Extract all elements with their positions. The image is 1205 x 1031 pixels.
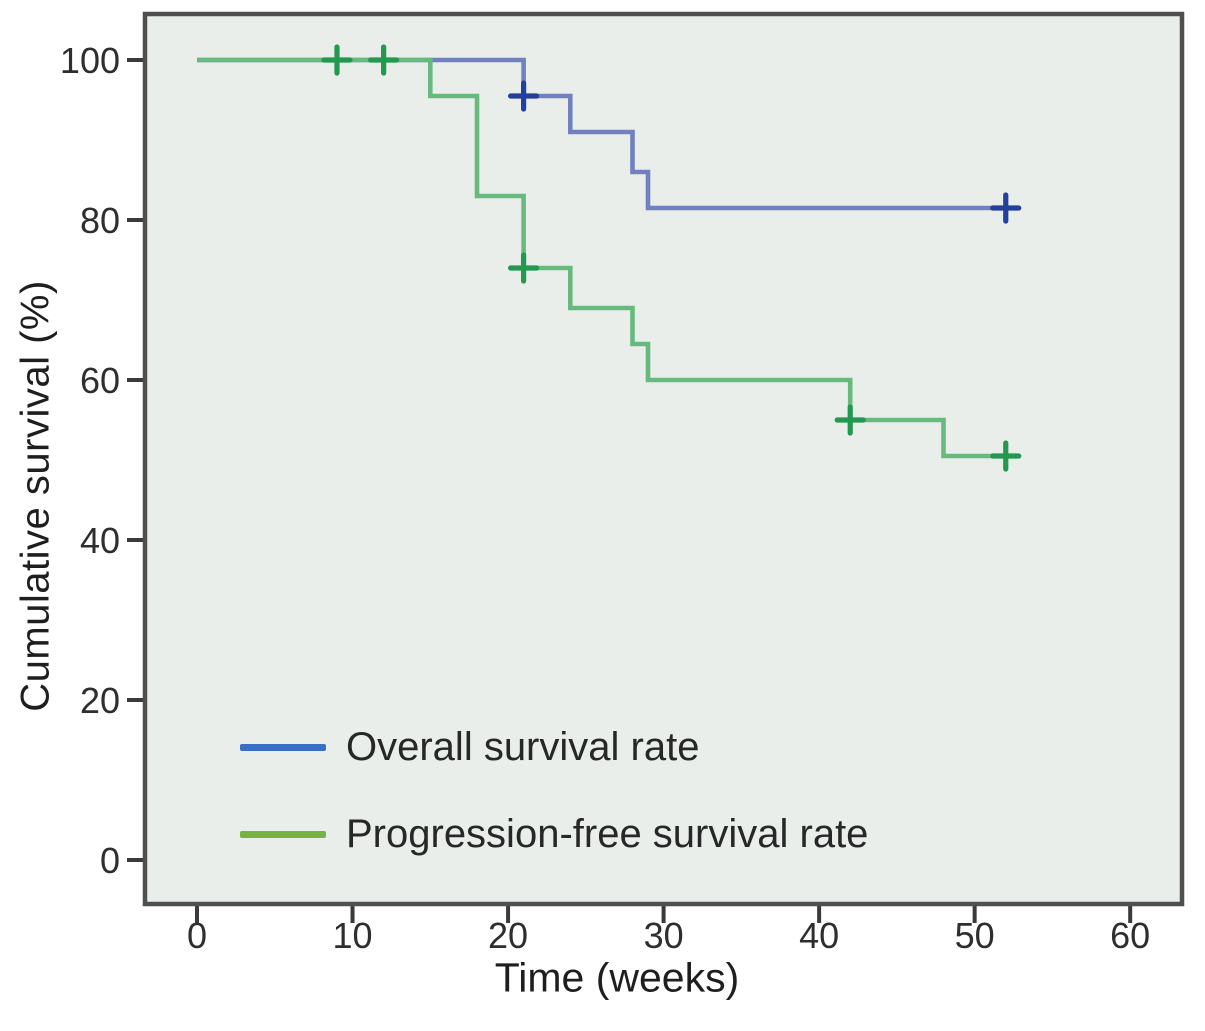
x-tick-label: 50 — [955, 915, 995, 956]
overall-survival-censor-mark — [508, 80, 540, 112]
progression-free-survival-censor-mark — [990, 440, 1022, 472]
y-tick-label: 20 — [80, 680, 120, 721]
legend: Overall survival rate Progression-free s… — [240, 724, 868, 857]
y-tick-label: 60 — [80, 360, 120, 401]
legend-line-progression-free-survival-icon — [240, 830, 326, 838]
legend-line-overall-survival-icon — [240, 743, 326, 751]
x-tick-label: 10 — [333, 915, 373, 956]
y-tick-label: 40 — [80, 520, 120, 561]
overall-survival-curve — [197, 57, 1017, 211]
progression-free-survival-censor-mark — [508, 252, 540, 284]
progression-free-survival-censor-mark — [368, 44, 400, 76]
x-tick-label: 40 — [799, 915, 839, 956]
x-tick-label: 20 — [488, 915, 528, 956]
y-tick-label: 100 — [60, 40, 120, 81]
legend-item-progression-free-survival: Progression-free survival rate — [240, 811, 868, 857]
x-tick-label: 30 — [644, 915, 684, 956]
plot-border — [142, 11, 1185, 907]
progression-free-survival-censor-mark — [321, 44, 353, 76]
y-axis-label: Cumulative survival (%) — [13, 280, 58, 712]
x-axis-label: Time (weeks) — [494, 954, 740, 1001]
x-tick-label: 0 — [187, 915, 207, 956]
legend-label-overall-survival: Overall survival rate — [346, 724, 700, 769]
legend-item-overall-survival: Overall survival rate — [240, 724, 868, 770]
overall-survival-censor-mark — [990, 192, 1022, 224]
y-tick-label: 0 — [100, 840, 120, 881]
progression-free-survival-censor-mark — [834, 404, 866, 436]
plot-area — [145, 14, 1182, 904]
y-tick-label: 80 — [80, 200, 120, 241]
legend-label-progression-free-survival: Progression-free survival rate — [346, 811, 869, 856]
x-tick-label: 60 — [1110, 915, 1150, 956]
